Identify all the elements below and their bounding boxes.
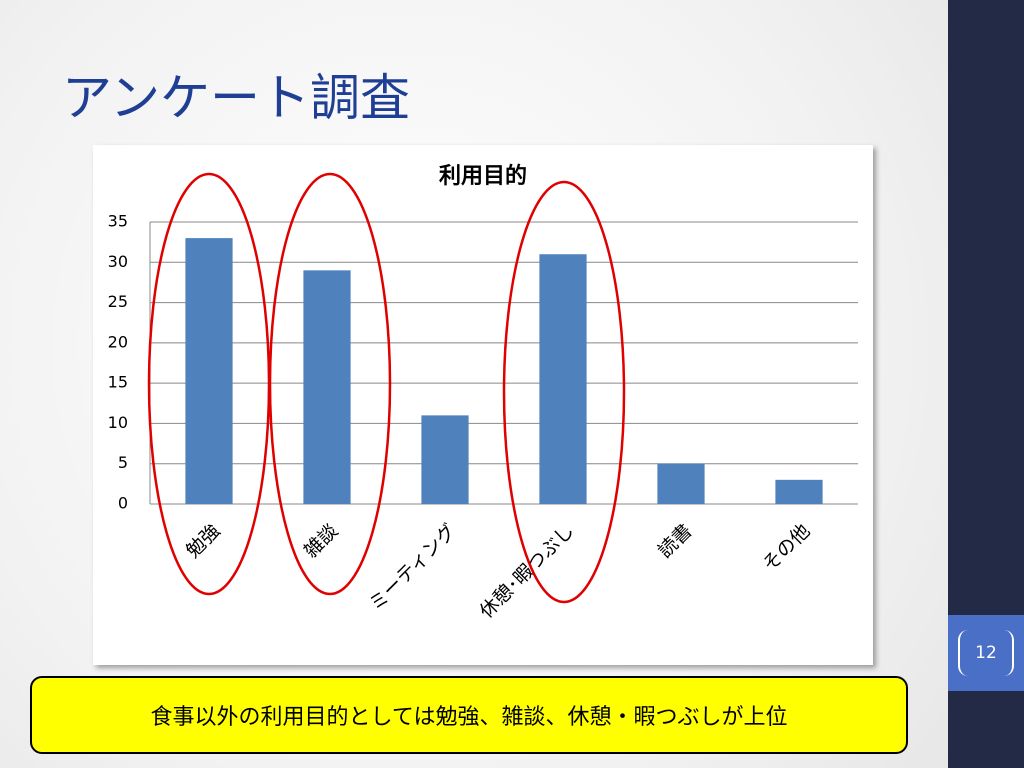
x-tick-label: その他 [759,520,815,576]
slide-title: アンケート調査 [62,69,410,127]
chart: 利用目的 0 5 10 15 20 25 30 35 勉強 雑談 ミーティング 休憩･暇つぶし 読書 その… [108,163,858,623]
chart-title: 利用目的 [439,163,527,189]
y-tick-label: 10 [108,413,128,432]
bar [775,479,823,504]
y-tick-label: 15 [108,373,128,392]
x-tick-label: ミーティング [365,520,460,615]
bar [303,270,351,504]
x-tick-label: 勉強 [182,520,224,562]
callout: 食事以外の利用目的としては勉強、雑談、休憩・暇つぶしが上位 [30,676,908,754]
x-tick-label: 雑談 [300,520,342,562]
y-tick-label: 0 [118,494,128,513]
bar [421,415,469,504]
page-number: 12 [958,630,1014,676]
bar [185,238,233,504]
x-tick-label: 休憩･暇つぶし [476,520,579,623]
y-tick-label: 5 [118,453,128,472]
bar [657,463,705,504]
y-tick-label: 20 [108,332,128,351]
bar [539,254,587,504]
page-box [948,615,1024,691]
x-tick-label: 読書 [654,520,696,562]
y-tick-label: 25 [108,292,128,311]
y-tick-label: 30 [108,252,128,271]
y-tick-label: 35 [108,212,128,231]
